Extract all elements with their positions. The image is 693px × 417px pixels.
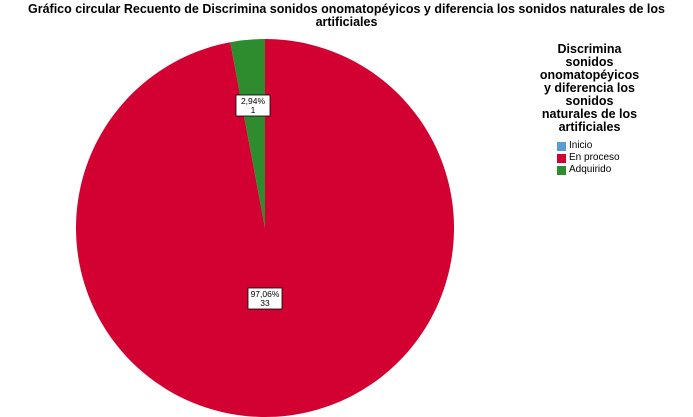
legend-title: Discrimina sonidos onomatopéyicos y diferen…	[539, 42, 640, 134]
legend-items: Inicio En proceso Adquirido	[522, 140, 657, 176]
svg-text:97,06%: 97,06%	[251, 289, 280, 299]
svg-text:1: 1	[251, 105, 256, 115]
legend-item-adquirido: Adquirido	[557, 164, 657, 176]
legend-label: En proceso	[569, 152, 620, 163]
data-label-adquirido: 2,94%1	[235, 94, 271, 117]
legend-label: Adquirido	[569, 164, 612, 175]
data-label-en-proceso: 97,06%33	[247, 287, 283, 310]
legend-item-en-proceso: En proceso	[557, 152, 657, 164]
svg-text:33: 33	[260, 298, 270, 308]
svg-text:2,94%: 2,94%	[241, 96, 266, 106]
legend-swatch	[557, 165, 566, 175]
chart-title: Gráfico circular Recuento de Discrimina …	[28, 2, 665, 29]
legend: Discrimina sonidos onomatopéyicos y diferen…	[522, 43, 657, 176]
legend-swatch	[557, 141, 566, 151]
legend-swatch	[557, 153, 566, 163]
legend-item-inicio: Inicio	[557, 140, 657, 152]
legend-label: Inicio	[569, 140, 593, 151]
pie-slice-adquirido	[230, 39, 265, 228]
